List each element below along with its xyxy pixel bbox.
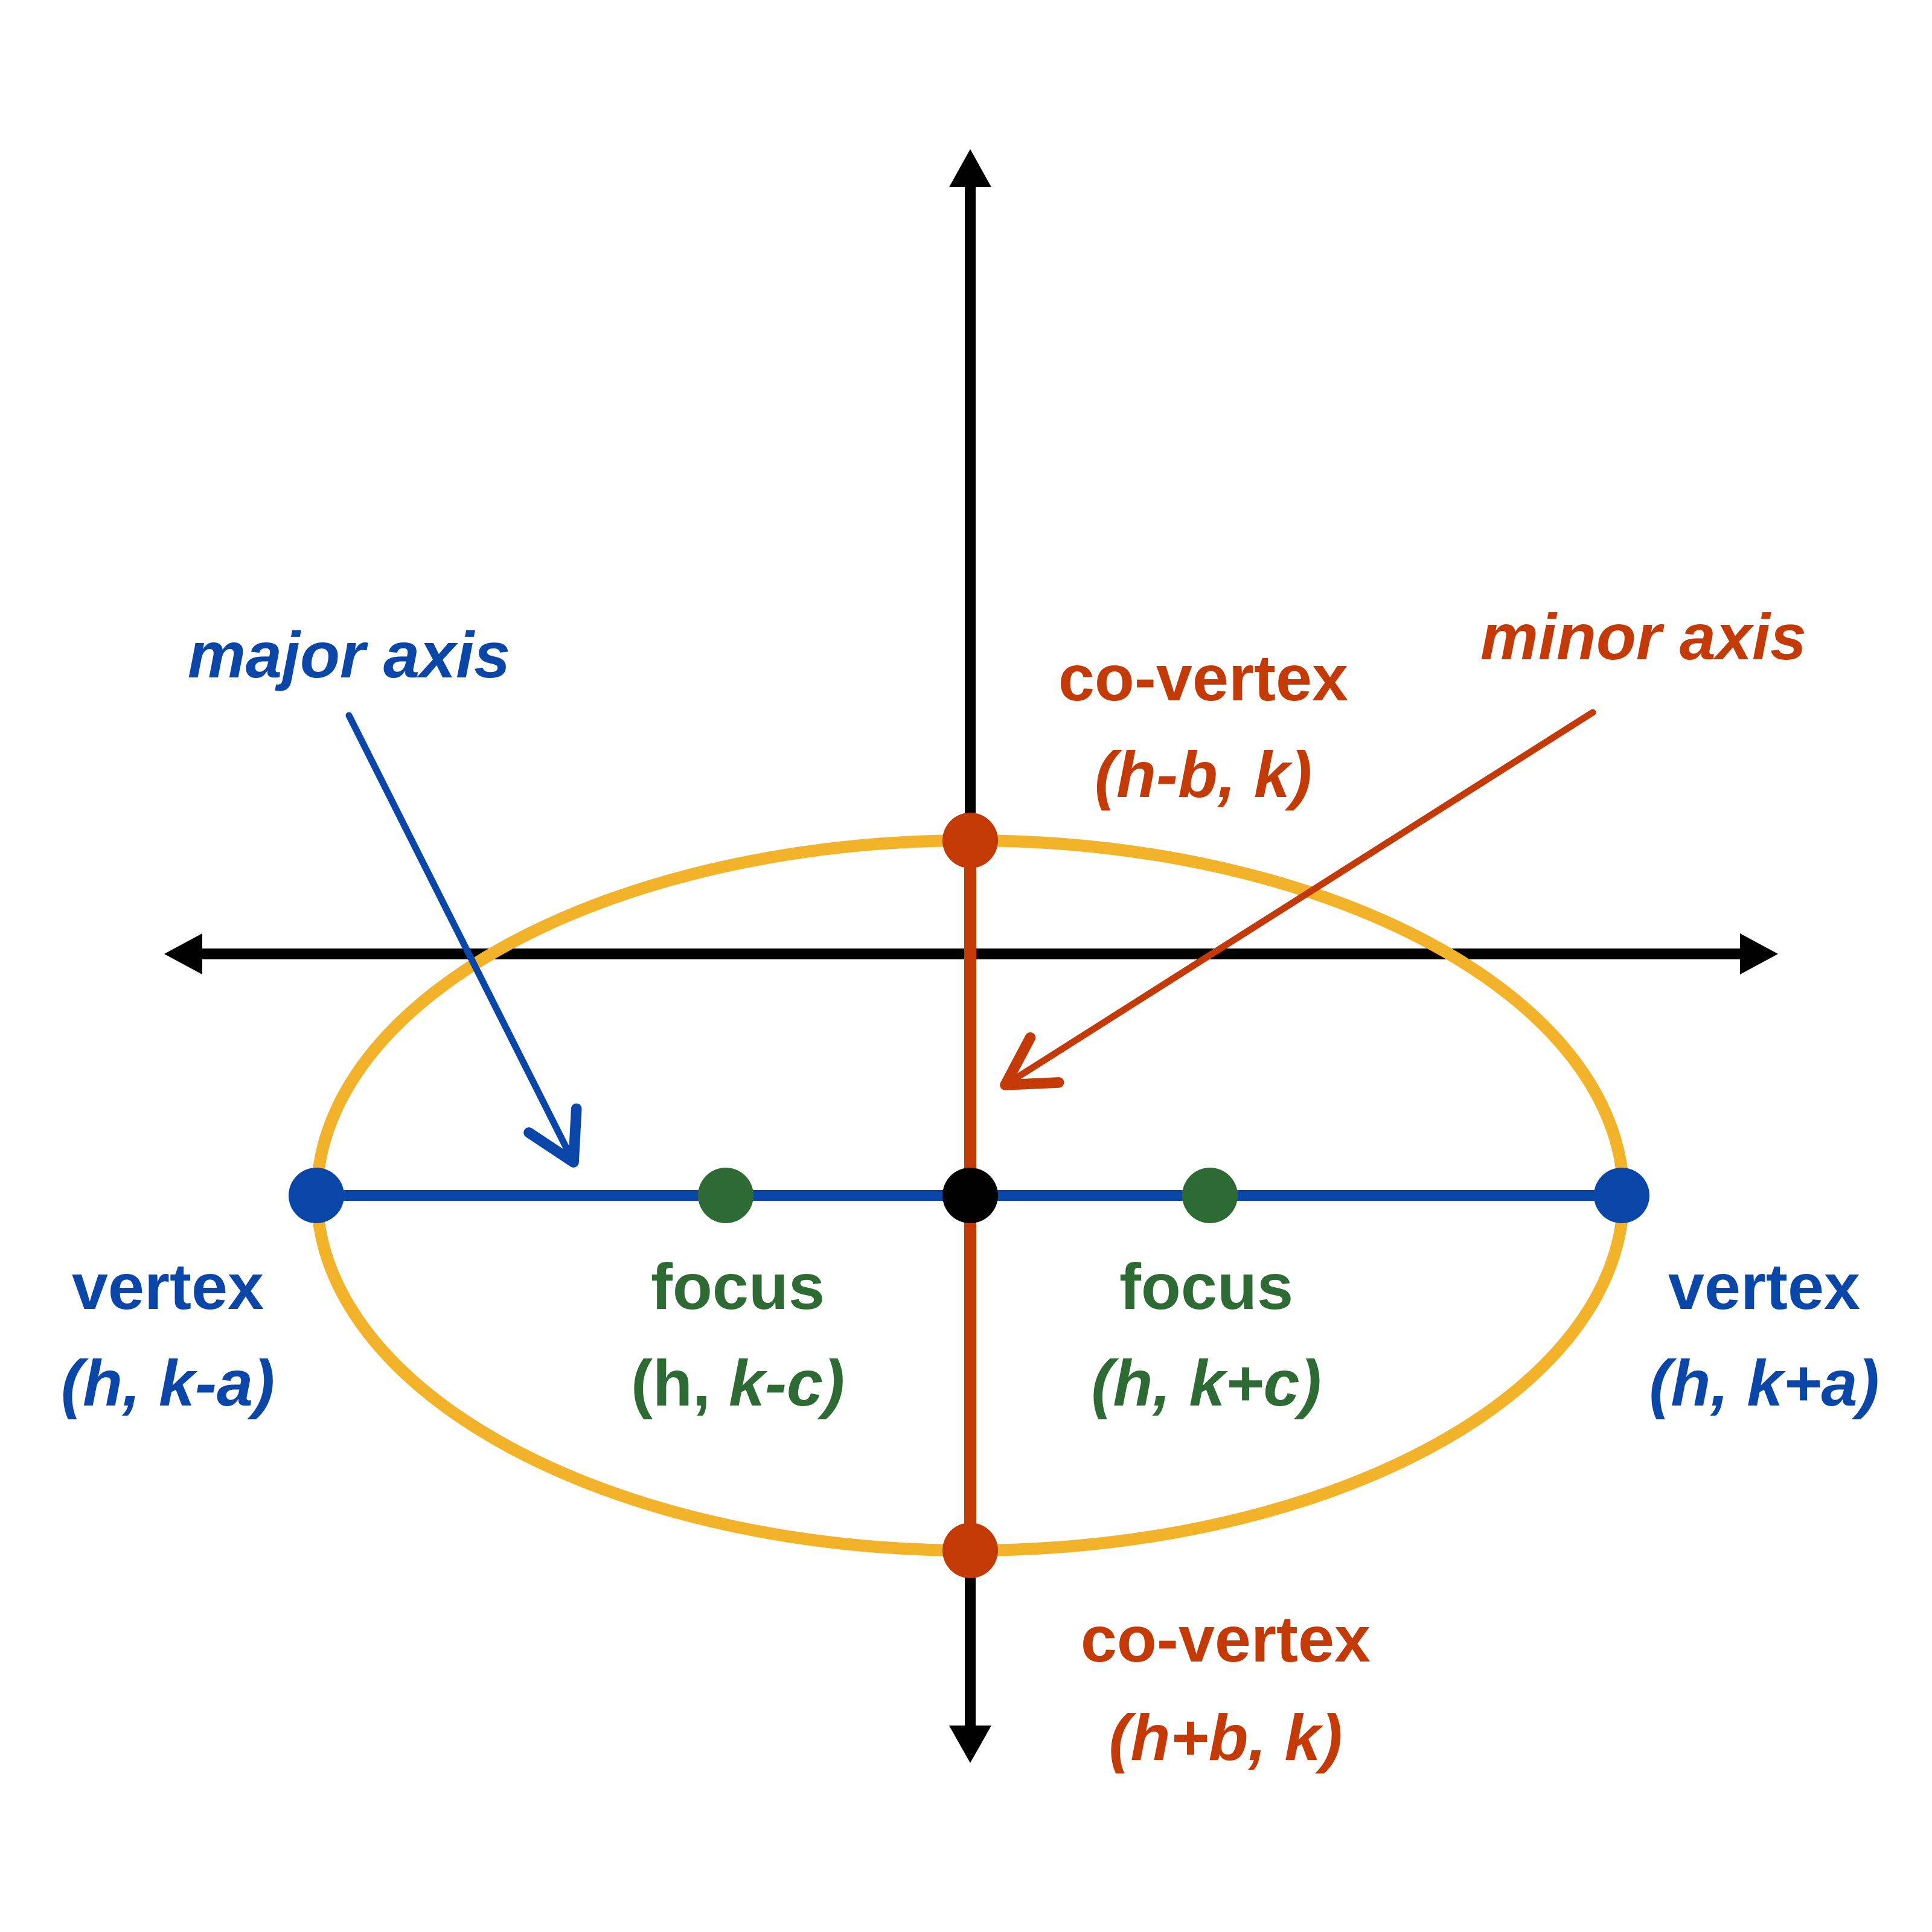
minor-axis-label: minor axis xyxy=(1480,600,1806,673)
covertex-top-coord: (h-b, k) xyxy=(1095,738,1312,811)
major-axis-label: major axis xyxy=(188,618,510,691)
major-axis-pointer-arrow xyxy=(345,712,582,1168)
covertex-top-point xyxy=(942,813,998,868)
vertex-left-label: vertex xyxy=(72,1250,264,1323)
y-axis-bottom-arrowhead xyxy=(949,1726,991,1763)
y-axis-top-arrowhead xyxy=(949,149,991,187)
vertex-right-coord: (h, k+a) xyxy=(1649,1346,1879,1419)
focus-left-label: focus xyxy=(651,1250,825,1323)
focus-right-point xyxy=(1182,1168,1238,1223)
focus-left-point xyxy=(698,1168,753,1223)
covertex-top-label: co-vertex xyxy=(1058,641,1348,714)
covertex-bottom-coord: (h+b, k) xyxy=(1108,1701,1342,1774)
vertex-right-point xyxy=(1594,1168,1649,1223)
focus-left-coord-italic: k-c) xyxy=(729,1346,845,1419)
minor-axis-pointer-arrow xyxy=(1000,709,1596,1090)
focus-right-label: focus xyxy=(1119,1250,1293,1323)
center-point xyxy=(942,1168,998,1223)
x-axis-left-arrowhead xyxy=(164,933,202,974)
focus-left-coord: (h, k-c) xyxy=(631,1346,845,1419)
focus-right-coord: (h, k+c) xyxy=(1091,1346,1321,1419)
vertex-left-point xyxy=(289,1168,344,1223)
vertex-left-coord: (h, k-a) xyxy=(61,1346,275,1419)
x-axis-right-arrowhead xyxy=(1740,933,1778,974)
focus-left-coord-plain: (h, xyxy=(631,1346,729,1419)
covertex-bottom-point xyxy=(942,1523,998,1578)
covertex-bottom-label: co-vertex xyxy=(1081,1602,1371,1675)
vertex-right-label: vertex xyxy=(1668,1250,1860,1323)
